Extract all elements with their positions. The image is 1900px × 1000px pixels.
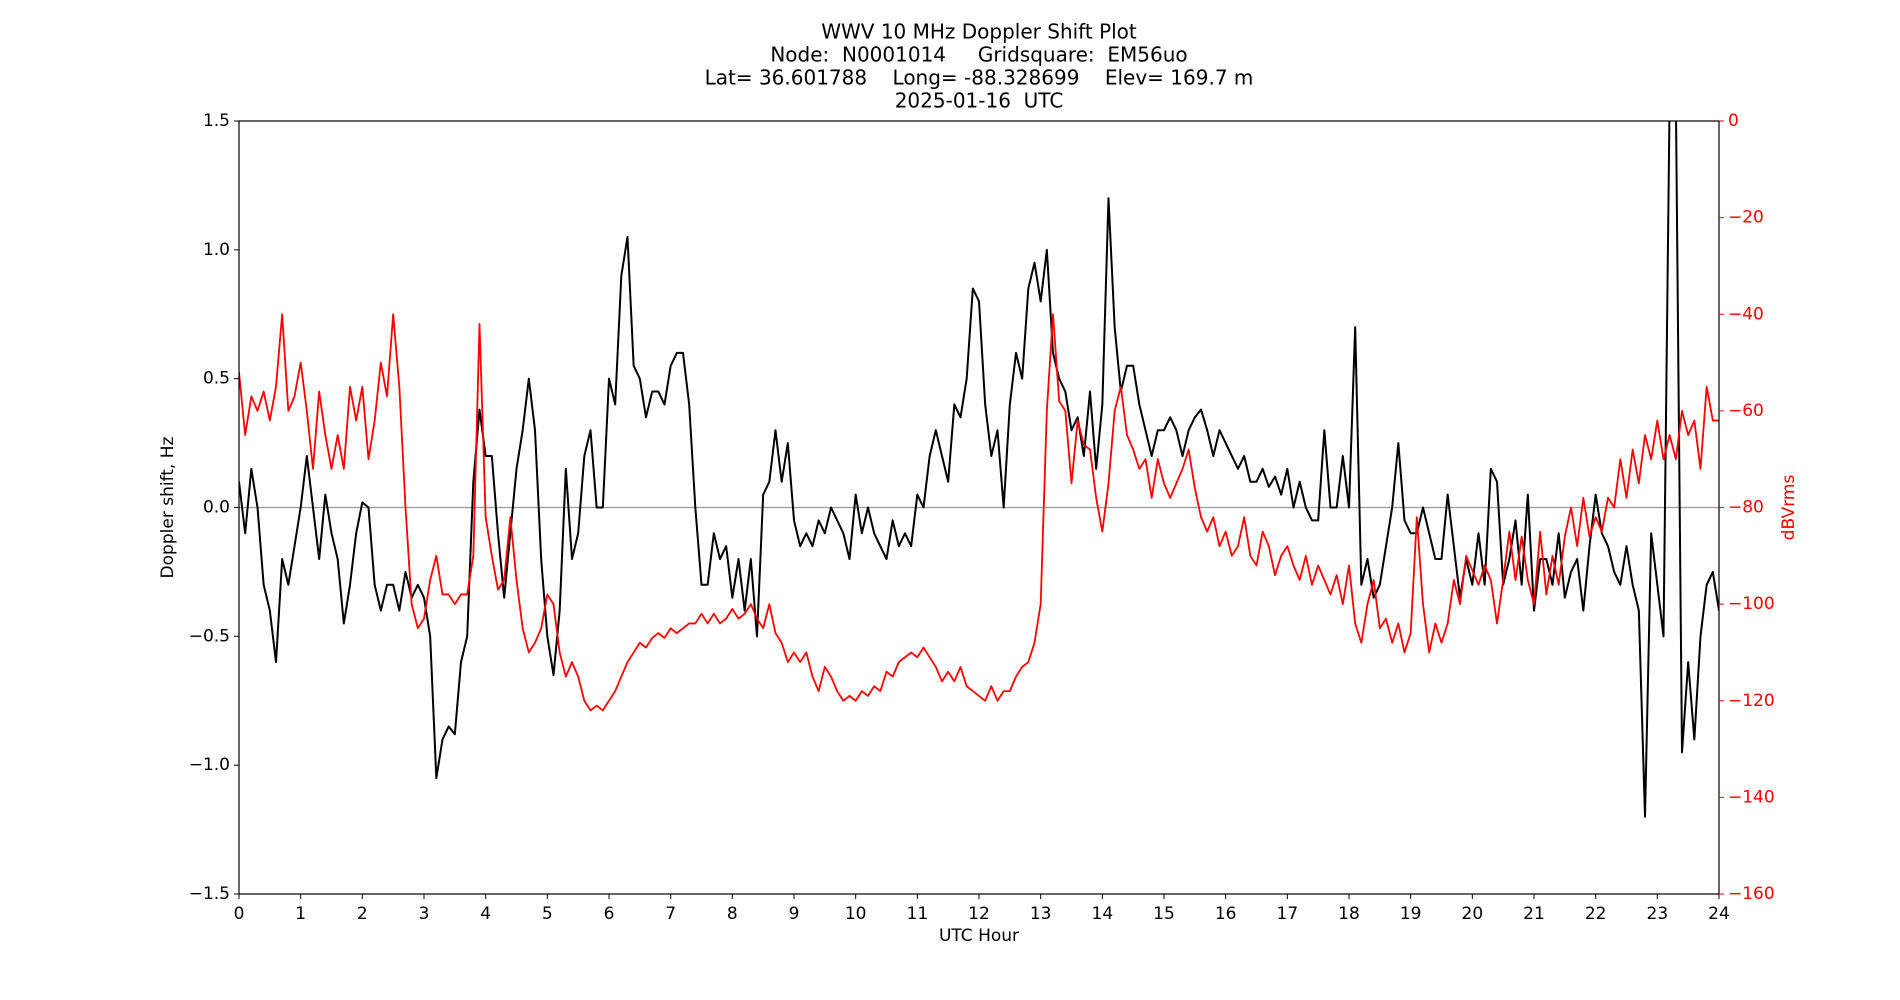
x-tick-label: 14	[1092, 904, 1114, 924]
chart-title: 2025-01-16 UTC	[895, 89, 1064, 113]
x-tick-label: 11	[907, 904, 929, 924]
y2-tick-label: −20	[1728, 208, 1764, 228]
x-tick-label: 23	[1647, 904, 1669, 924]
x-tick-label: 13	[1030, 904, 1052, 924]
y2-tick-label: −120	[1728, 691, 1775, 711]
x-tick-label: 22	[1585, 904, 1607, 924]
x-tick-label: 16	[1215, 904, 1237, 924]
y-axis-label: Doppler shift, Hz	[158, 436, 178, 578]
y2-tick-label: −140	[1728, 787, 1775, 807]
y-tick-label: −0.5	[189, 626, 230, 646]
chart-title: WWV 10 MHz Doppler Shift Plot	[821, 20, 1137, 44]
x-tick-label: 10	[845, 904, 867, 924]
y2-axis-label: dBVrms	[1779, 475, 1799, 541]
x-tick-label: 17	[1277, 904, 1299, 924]
x-tick-label: 24	[1708, 904, 1730, 924]
y-tick-label: 0.0	[203, 498, 230, 518]
x-tick-label: 21	[1523, 904, 1545, 924]
y-tick-label: −1.0	[189, 755, 230, 775]
x-tick-label: 5	[542, 904, 553, 924]
y2-tick-label: 0	[1728, 111, 1739, 131]
x-tick-label: 9	[789, 904, 800, 924]
x-tick-label: 6	[604, 904, 615, 924]
x-tick-label: 20	[1462, 904, 1484, 924]
y2-tick-label: −40	[1728, 304, 1764, 324]
y-tick-label: −1.5	[189, 884, 230, 904]
y2-tick-label: −80	[1728, 498, 1764, 518]
x-tick-label: 19	[1400, 904, 1422, 924]
x-axis-label: UTC Hour	[939, 926, 1019, 946]
x-tick-label: 12	[968, 904, 990, 924]
x-tick-label: 3	[419, 904, 430, 924]
x-tick-label: 4	[480, 904, 491, 924]
y2-tick-label: −100	[1728, 594, 1775, 614]
y-tick-label: 0.5	[203, 369, 230, 389]
series-line	[239, 121, 1719, 818]
x-tick-label: 15	[1153, 904, 1175, 924]
y2-tick-label: −60	[1728, 401, 1764, 421]
x-tick-label: 7	[665, 904, 676, 924]
y-tick-label: 1.0	[203, 240, 230, 260]
series-line	[239, 313, 1719, 712]
x-tick-label: 1	[295, 904, 306, 924]
x-tick-label: 0	[234, 904, 245, 924]
chart-title: Node: N0001014 Gridsquare: EM56uo	[770, 43, 1187, 67]
y-tick-label: 1.5	[203, 111, 230, 131]
y2-tick-label: −160	[1728, 884, 1775, 904]
x-tick-label: 8	[727, 904, 738, 924]
plot-area	[239, 121, 1719, 818]
x-tick-label: 2	[357, 904, 368, 924]
x-tick-label: 18	[1338, 904, 1360, 924]
chart-title: Lat= 36.601788 Long= -88.328699 Elev= 16…	[705, 66, 1254, 90]
